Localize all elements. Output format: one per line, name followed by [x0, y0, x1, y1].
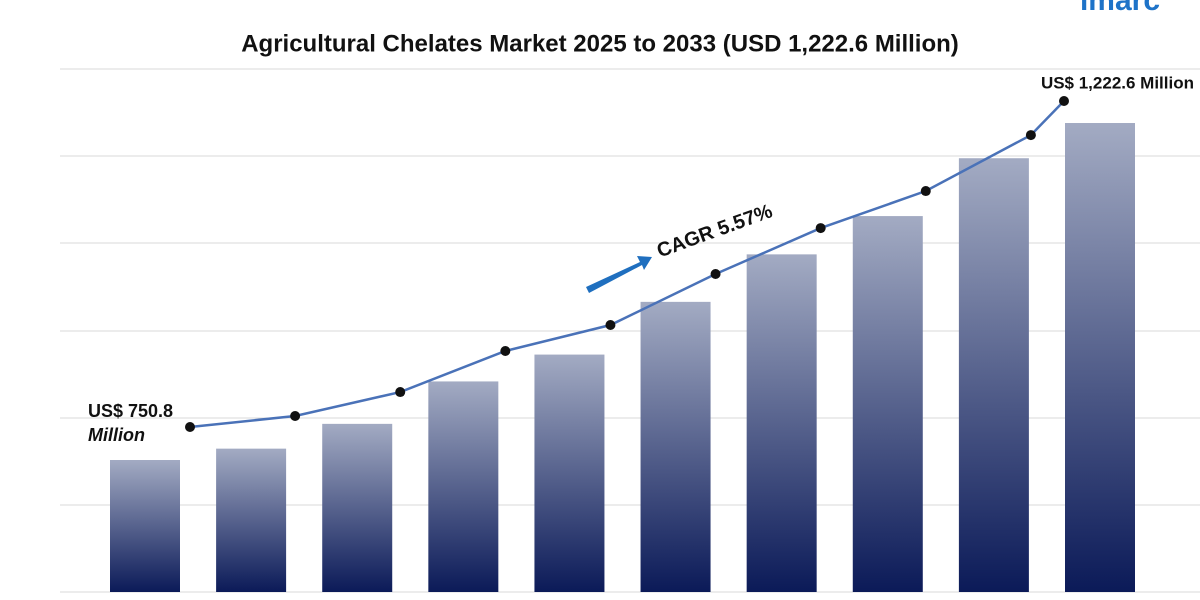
marker: [815, 223, 826, 234]
bar: [110, 460, 180, 592]
marker: [1025, 130, 1036, 141]
bar: [216, 448, 287, 592]
bar: [1065, 123, 1135, 592]
marker: [605, 320, 616, 331]
cagr-arrow: [586, 256, 652, 293]
marker: [290, 411, 301, 422]
marker: [1059, 96, 1069, 106]
bar: [428, 381, 499, 592]
cagr-label: CAGR 5.57%: [654, 200, 776, 262]
bar: [746, 254, 817, 592]
logo: imarc: [1080, 0, 1160, 17]
marker: [920, 186, 931, 197]
bar: [958, 158, 1029, 592]
bar: [322, 423, 393, 592]
value-label: US$ 1,222.6 Million: [1041, 73, 1194, 92]
bar: [534, 354, 605, 592]
value-label-line: Million: [88, 425, 145, 445]
marker: [710, 269, 721, 280]
marker: [185, 422, 195, 432]
bar: [852, 216, 923, 593]
marker: [395, 387, 406, 398]
trend-line: [189, 100, 1065, 429]
chart-title: Agricultural Chelates Market 2025 to 203…: [241, 30, 959, 57]
value-label-line: US$ 750.8: [88, 401, 173, 421]
bar: [640, 301, 711, 592]
value-label: US$ 750.8 Million: [88, 401, 173, 445]
marker: [500, 345, 511, 356]
